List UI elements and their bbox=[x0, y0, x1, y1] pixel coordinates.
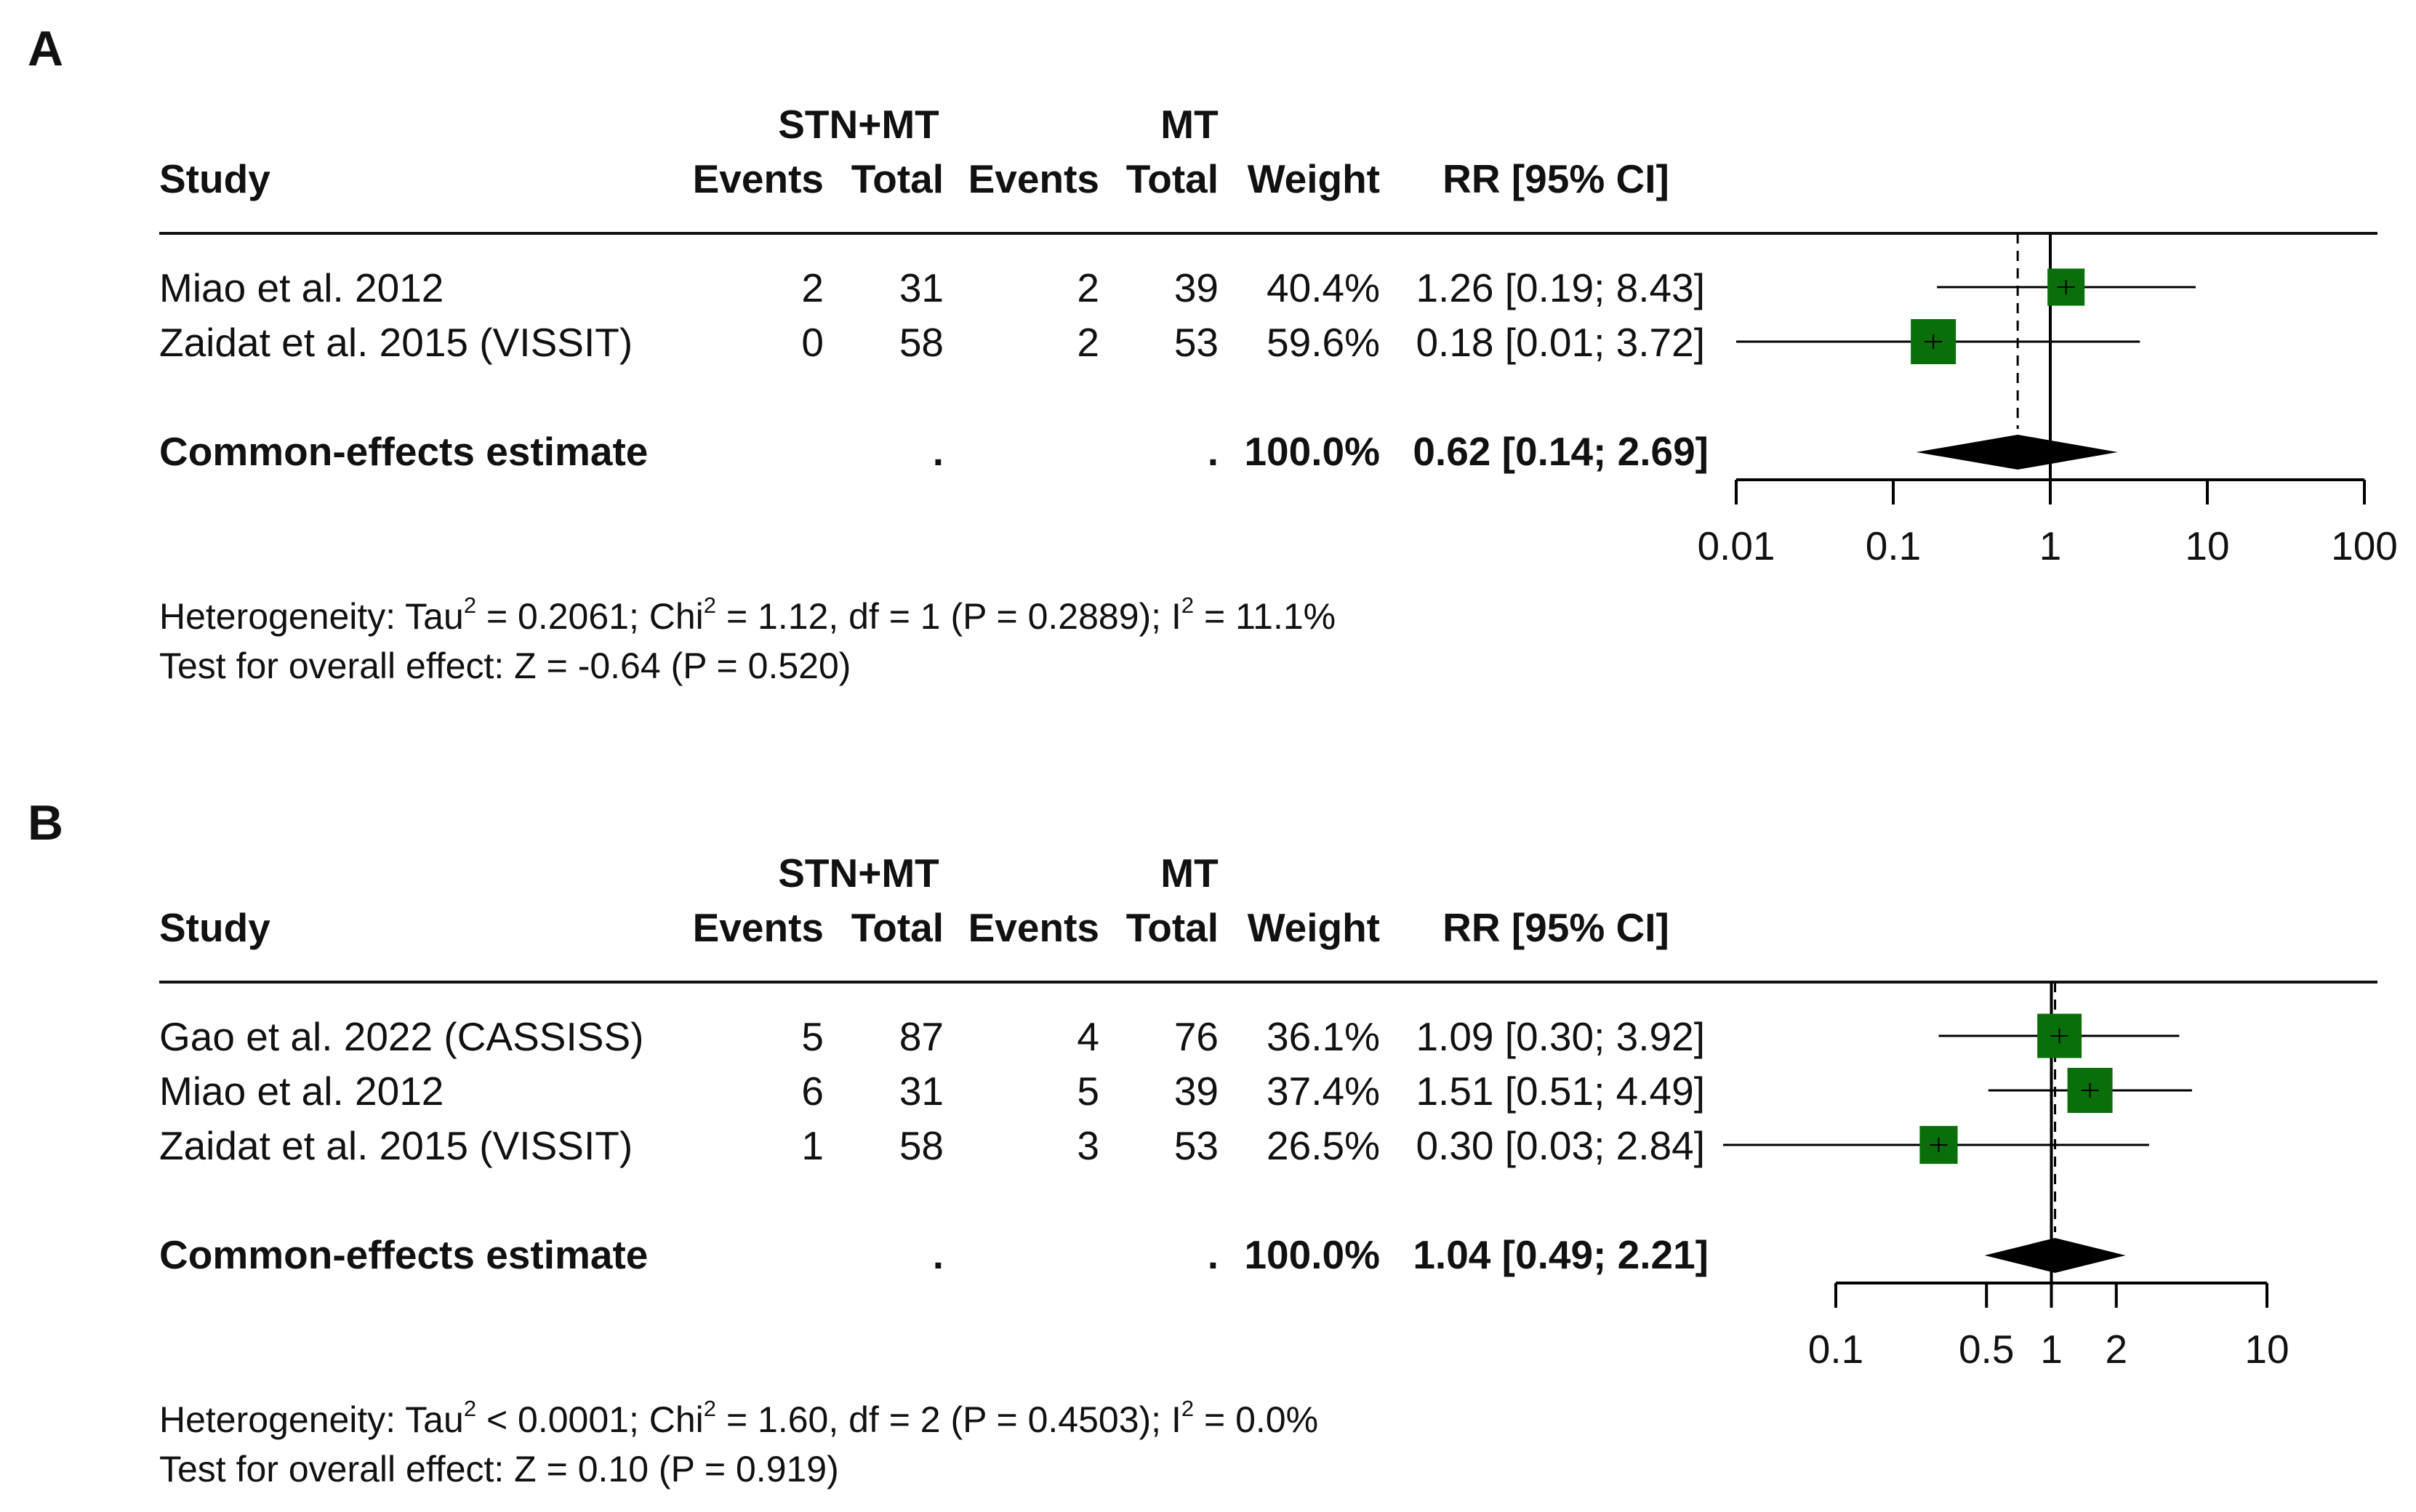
x-tick-label: 0.01 bbox=[1697, 523, 1775, 568]
weight-value: 40.4% bbox=[1267, 265, 1380, 310]
header-total1: Total bbox=[851, 156, 944, 201]
events-control: 2 bbox=[1077, 320, 1099, 365]
pooled-rr-ci: 1.04 [0.49; 2.21] bbox=[1413, 1232, 1709, 1277]
panel-a: A STN+MT MT Study Events Total Events To… bbox=[28, 21, 2398, 686]
header-study: Study bbox=[159, 156, 270, 201]
pooled-diamond bbox=[1984, 1238, 2126, 1273]
pooled-diamond bbox=[1916, 435, 2118, 470]
x-tick-label: 0.1 bbox=[1808, 1327, 1863, 1372]
x-tick-label: 10 bbox=[2244, 1327, 2289, 1372]
x-tick-label: 10 bbox=[2185, 523, 2229, 568]
header-total1: Total bbox=[851, 905, 944, 950]
study-name: Zaidat et al. 2015 (VISSIT) bbox=[159, 320, 633, 365]
x-tick-label: 0.1 bbox=[1866, 523, 1921, 568]
events-control: 2 bbox=[1077, 265, 1099, 310]
header-group1: STN+MT bbox=[778, 102, 939, 147]
total-control: 39 bbox=[1174, 1069, 1219, 1114]
pooled-dot-control: . bbox=[1208, 1232, 1219, 1277]
rr-ci-value: 0.18 [0.01; 3.72] bbox=[1416, 320, 1705, 365]
pooled-weight: 100.0% bbox=[1244, 429, 1380, 474]
total-treatment: 58 bbox=[899, 1123, 944, 1168]
pooled-dot-treatment: . bbox=[933, 1232, 944, 1277]
table-row: Zaidat et al. 2015 (VISSIT) 1 58 3 53 26… bbox=[159, 1123, 1705, 1168]
rr-ci-value: 0.30 [0.03; 2.84] bbox=[1416, 1123, 1705, 1168]
panel-b: B STN+MT MT Study Events Total Events To… bbox=[28, 795, 2377, 1489]
pooled-dot-control: . bbox=[1208, 429, 1219, 474]
header-study: Study bbox=[159, 905, 270, 950]
x-tick-label: 0.5 bbox=[1959, 1327, 2014, 1372]
header-weight: Weight bbox=[1248, 156, 1380, 201]
header-events1: Events bbox=[693, 905, 824, 950]
header-effect: RR [95% CI] bbox=[1442, 156, 1669, 201]
events-control: 4 bbox=[1077, 1014, 1099, 1059]
header-events2: Events bbox=[968, 156, 1099, 201]
overall-effect-text: Test for overall effect: Z = 0.10 (P = 0… bbox=[159, 1449, 839, 1489]
pooled-rr-ci: 0.62 [0.14; 2.69] bbox=[1413, 429, 1709, 474]
weight-value: 36.1% bbox=[1267, 1014, 1380, 1059]
table-row: Miao et al. 2012 2 31 2 39 40.4% 1.26 [0… bbox=[159, 265, 1705, 310]
events-treatment: 6 bbox=[801, 1069, 824, 1114]
events-control: 5 bbox=[1077, 1069, 1099, 1114]
total-treatment: 31 bbox=[899, 1069, 944, 1114]
rr-ci-value: 1.09 [0.30; 3.92] bbox=[1416, 1014, 1705, 1059]
x-tick-label: 1 bbox=[2039, 523, 2062, 568]
heterogeneity-text: Heterogeneity: Tau2 = 0.2061; Chi2 = 1.1… bbox=[159, 592, 1336, 637]
panel-label-a: A bbox=[28, 21, 63, 76]
x-tick-label: 100 bbox=[2331, 523, 2398, 568]
heterogeneity-text: Heterogeneity: Tau2 < 0.0001; Chi2 = 1.6… bbox=[159, 1396, 1318, 1440]
weight-value: 26.5% bbox=[1267, 1123, 1380, 1168]
pooled-weight: 100.0% bbox=[1244, 1232, 1380, 1277]
pooled-label: Common-effects estimate bbox=[159, 429, 648, 474]
events-treatment: 5 bbox=[801, 1014, 824, 1059]
pooled-label: Common-effects estimate bbox=[159, 1232, 648, 1277]
rr-ci-value: 1.26 [0.19; 8.43] bbox=[1416, 265, 1705, 310]
header-group2: MT bbox=[1160, 850, 1218, 896]
weight-value: 59.6% bbox=[1267, 320, 1380, 365]
total-control: 53 bbox=[1174, 320, 1219, 365]
header-total2: Total bbox=[1126, 905, 1219, 950]
rr-ci-value: 1.51 [0.51; 4.49] bbox=[1416, 1069, 1705, 1114]
study-name: Gao et al. 2022 (CASSISS) bbox=[159, 1014, 643, 1059]
x-tick-label: 2 bbox=[2105, 1327, 2127, 1372]
table-row: Zaidat et al. 2015 (VISSIT) 0 58 2 53 59… bbox=[159, 320, 1705, 365]
total-control: 53 bbox=[1174, 1123, 1219, 1168]
header-group1: STN+MT bbox=[778, 850, 939, 896]
total-treatment: 31 bbox=[899, 265, 944, 310]
forest-plot-a: 0.01 0.1 1 10 100 bbox=[1697, 233, 2398, 568]
table-row: Miao et al. 2012 6 31 5 39 37.4% 1.51 [0… bbox=[159, 1069, 1705, 1114]
events-control: 3 bbox=[1077, 1123, 1099, 1168]
total-control: 76 bbox=[1174, 1014, 1219, 1059]
panel-label-b: B bbox=[28, 795, 63, 850]
study-name: Miao et al. 2012 bbox=[159, 1069, 444, 1114]
total-treatment: 87 bbox=[899, 1014, 944, 1059]
overall-effect-text: Test for overall effect: Z = -0.64 (P = … bbox=[159, 646, 851, 686]
pooled-row: Common-effects estimate . . 100.0% 1.04 … bbox=[159, 1232, 1709, 1277]
study-name: Miao et al. 2012 bbox=[159, 265, 444, 310]
table-row: Gao et al. 2022 (CASSISS) 5 87 4 76 36.1… bbox=[159, 1014, 1705, 1059]
study-name: Zaidat et al. 2015 (VISSIT) bbox=[159, 1123, 633, 1168]
header-total2: Total bbox=[1126, 156, 1219, 201]
header-events2: Events bbox=[968, 905, 1099, 950]
total-treatment: 58 bbox=[899, 320, 944, 365]
pooled-dot-treatment: . bbox=[933, 429, 944, 474]
header-group2: MT bbox=[1160, 102, 1218, 147]
pooled-row: Common-effects estimate . . 100.0% 0.62 … bbox=[159, 429, 1709, 474]
events-treatment: 1 bbox=[801, 1123, 824, 1168]
weight-value: 37.4% bbox=[1267, 1069, 1380, 1114]
header-effect: RR [95% CI] bbox=[1442, 905, 1669, 950]
total-control: 39 bbox=[1174, 265, 1219, 310]
forest-plot-b: 0.1 0.5 1 2 10 bbox=[1722, 982, 2289, 1372]
x-tick-label: 1 bbox=[2040, 1327, 2063, 1372]
header-events1: Events bbox=[693, 156, 824, 201]
events-treatment: 0 bbox=[801, 320, 824, 365]
header-weight: Weight bbox=[1248, 905, 1380, 950]
events-treatment: 2 bbox=[801, 265, 824, 310]
